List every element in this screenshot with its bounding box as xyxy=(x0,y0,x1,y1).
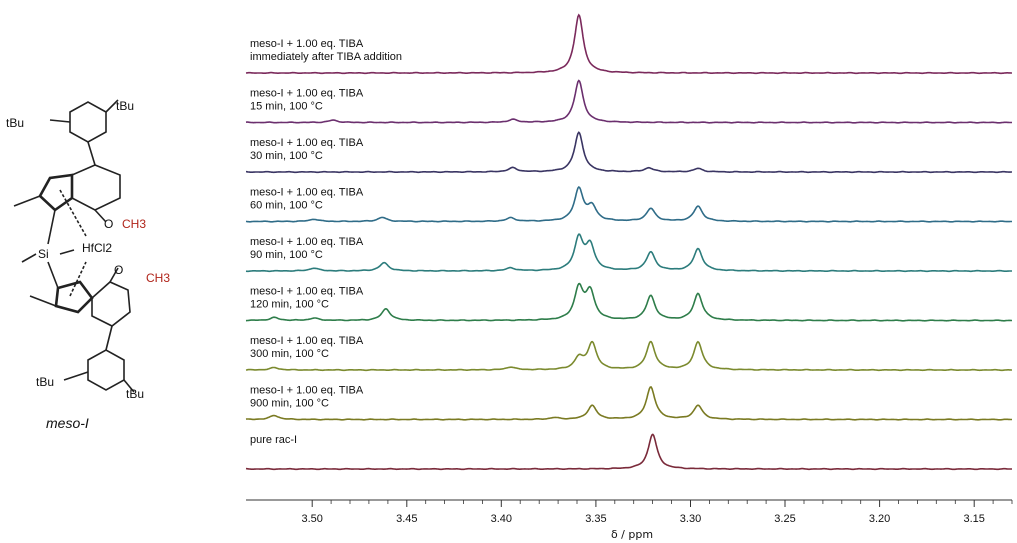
bottom-tbu-right-label: tBu xyxy=(126,387,144,401)
spectrum-condition-1: immediately after TIBA addition xyxy=(250,51,402,63)
top-oxygen-label: O xyxy=(104,217,113,231)
x-axis-ticks: 3.50 3.45 3.40 3.35 3.30 3.25 3.20 3.15 xyxy=(301,500,1013,525)
spectrum-condition-4: 60 min, 100 °C xyxy=(250,200,323,212)
top-tbu-bond-left xyxy=(49,119,71,123)
x-tick-label: 3.20 xyxy=(869,513,890,525)
spectrum-label-1: meso-I + 1.00 eq. TIBA xyxy=(250,38,364,50)
si-bottom xyxy=(47,261,59,289)
spectrum-trace-4 xyxy=(245,185,1012,223)
spectrum-condition-2: 15 min, 100 °C xyxy=(250,101,323,113)
spectrum-label-8: meso-I + 1.00 eq. TIBA xyxy=(250,385,364,397)
hafnium-label: HfCl2 xyxy=(82,241,112,255)
x-tick-label: 3.50 xyxy=(301,513,322,525)
spectrum-label-2: meso-I + 1.00 eq. TIBA xyxy=(250,88,364,100)
x-tick-label: 3.40 xyxy=(491,513,512,525)
top-aryl-ring xyxy=(69,101,107,143)
spectrum-condition-7: 300 min, 100 °C xyxy=(250,348,329,360)
si-methyl-right xyxy=(59,249,75,255)
top-tbu-right-label: tBu xyxy=(116,99,134,113)
hf-bottom-link xyxy=(69,261,87,297)
bottom-methyl xyxy=(29,295,57,307)
spectrum-condition-5: 90 min, 100 °C xyxy=(250,249,323,261)
silicon-label: Si xyxy=(38,247,49,261)
compound-name: meso-I xyxy=(46,415,89,431)
si-methyl-left xyxy=(21,253,37,263)
spectrum-label-7: meso-I + 1.00 eq. TIBA xyxy=(250,335,364,347)
spectrum-trace-1 xyxy=(245,13,1012,75)
bottom-aryl-link xyxy=(105,325,113,351)
spectrum-label-3: meso-I + 1.00 eq. TIBA xyxy=(250,137,364,149)
x-tick-label: 3.30 xyxy=(680,513,701,525)
spectrum-trace-8 xyxy=(245,386,1012,421)
spectrum-label-9: pure rac-I xyxy=(250,434,297,446)
bottom-tbu-bond-left xyxy=(63,371,89,381)
spectrum-condition-8: 900 min, 100 °C xyxy=(250,398,329,410)
spectrum-condition-6: 120 min, 100 °C xyxy=(250,299,329,311)
bottom-tbu-left-label: tBu xyxy=(36,375,54,389)
spectrum-label-4: meso-I + 1.00 eq. TIBA xyxy=(250,187,364,199)
spectrum-trace-2 xyxy=(245,79,1012,124)
x-tick-label: 3.35 xyxy=(585,513,606,525)
spectrum-condition-3: 30 min, 100 °C xyxy=(250,150,323,162)
top-tbu-left-label: tBu xyxy=(6,116,24,130)
spectrum-label-6: meso-I + 1.00 eq. TIBA xyxy=(250,286,364,298)
spectrum-trace-7 xyxy=(245,340,1012,372)
x-axis-title: δ / ppm xyxy=(611,528,653,541)
meso-I-structure: tBu tBu O CH3 HfCl2 Si O CH3 tBu tBu mes… xyxy=(6,99,170,431)
top-aryl-to-indenyl xyxy=(87,141,96,166)
x-tick-label: 3.25 xyxy=(774,513,795,525)
bottom-oxygen-label: O xyxy=(114,263,123,277)
spectrum-trace-3 xyxy=(246,131,1012,174)
top-methoxy-label: CH3 xyxy=(122,217,146,231)
spectrum-trace-6 xyxy=(245,282,1012,322)
x-tick-label: 3.15 xyxy=(963,513,984,525)
molecule-drawing xyxy=(13,99,135,393)
top-methoxy-bond xyxy=(94,209,107,223)
spectrum-trace-9 xyxy=(245,433,1012,471)
bottom-tbu-bond-right xyxy=(123,379,135,393)
spectrum-label-5: meso-I + 1.00 eq. TIBA xyxy=(250,236,364,248)
hf-top-link xyxy=(59,189,87,237)
si-top xyxy=(47,209,56,245)
top-tbu-bond-right xyxy=(105,99,119,113)
top-methyl xyxy=(13,195,41,207)
bottom-methoxy-bond xyxy=(109,267,119,283)
bottom-methoxy-label: CH3 xyxy=(146,271,170,285)
top-indenyl-cp-ring xyxy=(38,173,74,212)
spectrum-traces xyxy=(245,13,1012,471)
spectrum-trace-5 xyxy=(245,233,1012,273)
bottom-indenyl-cp-ring xyxy=(54,280,94,314)
x-tick-label: 3.45 xyxy=(396,513,417,525)
